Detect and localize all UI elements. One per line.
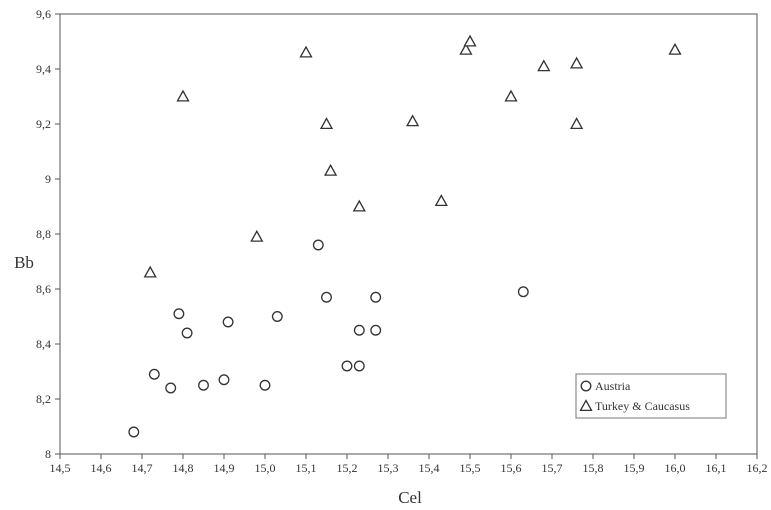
austria-point <box>353 360 365 372</box>
y-tick-label: 9,4 <box>36 62 51 76</box>
x-axis-title: Cel <box>398 488 422 507</box>
y-tick-label: 8 <box>45 447 51 461</box>
x-tick-label: 15,5 <box>460 461 481 475</box>
turkey-caucasus-point <box>299 45 313 58</box>
legend-box <box>575 373 727 419</box>
x-tick-label: 15,1 <box>296 461 317 475</box>
x-tick-label: 15,8 <box>583 461 604 475</box>
turkey-caucasus-point <box>323 163 338 176</box>
austria-point <box>198 379 209 391</box>
turkey-caucasus-point <box>459 42 473 55</box>
austria-point <box>370 291 382 303</box>
y-tick-label: 9,6 <box>36 7 51 21</box>
x-tick-label: 15,6 <box>501 461 522 475</box>
x-tick-label: 14,8 <box>173 461 194 475</box>
y-tick-label: 8,6 <box>36 282 51 296</box>
turkey-caucasus-point <box>405 114 420 127</box>
legend: Austria Turkey & Caucasus <box>575 373 727 419</box>
x-tick-label: 16,1 <box>706 461 727 475</box>
turkey-caucasus-point <box>463 34 477 47</box>
legend-triangle-icon <box>579 399 593 412</box>
austria-point <box>259 379 271 391</box>
austria-point <box>341 360 353 372</box>
austria-point <box>321 291 332 303</box>
legend-label: Austria <box>595 379 631 393</box>
austria-point <box>271 311 283 322</box>
y-tick-label: 8,4 <box>36 337 51 351</box>
turkey-caucasus-point <box>504 89 518 102</box>
turkey-caucasus-point <box>352 199 366 212</box>
austria-point <box>128 426 140 438</box>
data-points <box>128 34 682 438</box>
turkey-caucasus-point <box>143 265 157 278</box>
austria-point <box>370 324 382 336</box>
x-tick-label: 15,2 <box>337 461 358 475</box>
x-tick-label: 15,4 <box>419 461 440 475</box>
y-axis-title: Bb <box>14 253 34 272</box>
x-axis: 14,5 14,6 14,7 14,8 14,9 15,0 15,1 15,2 15,3 15,4… <box>50 454 768 475</box>
turkey-caucasus-point <box>250 229 264 242</box>
austria-point <box>222 316 234 328</box>
turkey-caucasus-point <box>537 59 551 72</box>
x-tick-label: 16,0 <box>665 461 686 475</box>
turkey-caucasus-point <box>668 42 682 55</box>
austria-point <box>181 327 193 339</box>
x-tick-label: 14,5 <box>50 461 71 475</box>
turkey-caucasus-point <box>569 117 584 130</box>
x-tick-label: 15,9 <box>624 461 645 475</box>
x-tick-label: 15,0 <box>255 461 276 475</box>
austria-point <box>165 382 177 394</box>
turkey-caucasus-point <box>319 117 334 130</box>
turkey-caucasus-point <box>176 89 190 102</box>
austria-point <box>148 368 160 380</box>
y-axis: 8 8,2 8,4 8,6 8,8 9 9,2 9,4 9,6 <box>36 7 60 461</box>
austria-point <box>312 239 324 251</box>
turkey-caucasus-point <box>434 194 448 207</box>
x-tick-label: 14,7 <box>132 461 153 475</box>
austria-point <box>353 324 365 336</box>
x-tick-label: 15,3 <box>378 461 399 475</box>
y-tick-label: 8,8 <box>36 227 51 241</box>
austria-point <box>173 308 185 320</box>
legend-label: Turkey & Caucasus <box>595 399 690 413</box>
turkey-caucasus-point <box>569 56 584 69</box>
legend-circle-icon <box>580 380 592 392</box>
x-tick-label: 14,6 <box>91 461 112 475</box>
austria-point <box>218 374 230 386</box>
x-tick-label: 14,9 <box>214 461 235 475</box>
austria-point <box>517 286 529 298</box>
y-tick-label: 9 <box>45 172 51 186</box>
y-tick-label: 9,2 <box>36 117 51 131</box>
x-tick-label: 16,2 <box>747 461 768 475</box>
x-tick-label: 15,7 <box>542 461 563 475</box>
y-tick-label: 8,2 <box>36 392 51 406</box>
